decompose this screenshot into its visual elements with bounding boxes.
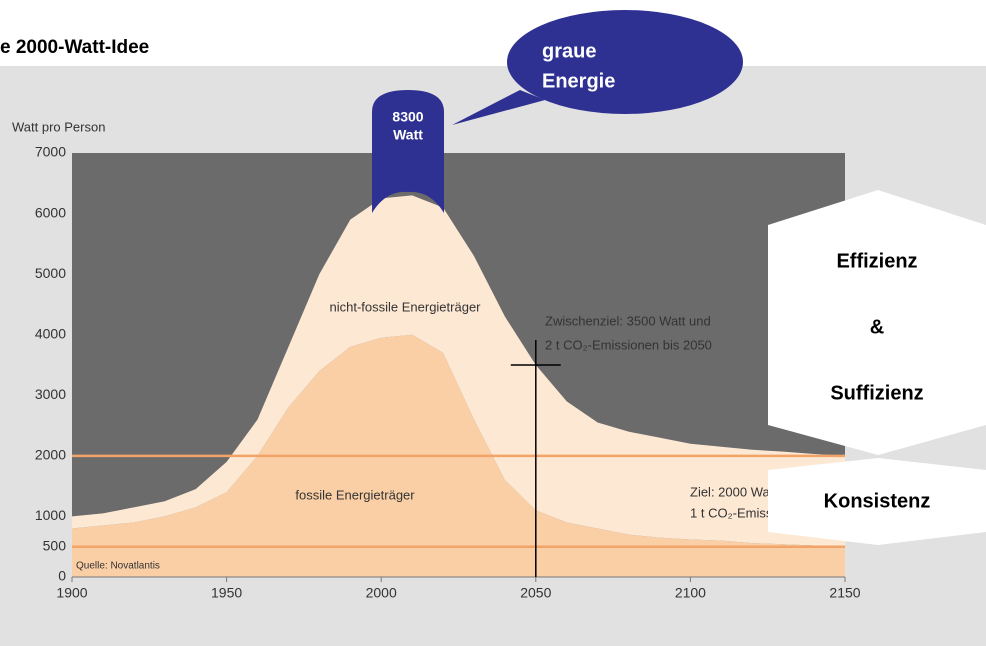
block-label: 8300 (392, 109, 423, 125)
y-tick-label: 1000 (35, 507, 66, 523)
bubble-label: graue (542, 40, 596, 62)
hexagon-label: & (870, 316, 884, 338)
hexagon-label: Effizienz (836, 250, 917, 272)
hexagon (768, 190, 986, 455)
bubble-label: Energie (542, 70, 615, 92)
chart-title: e 2000-Watt-Idee (0, 37, 149, 58)
hexagon-label: Konsistenz (824, 490, 931, 512)
x-tick-label: 2050 (520, 585, 551, 601)
series-label: nicht-fossile Energieträger (329, 299, 481, 314)
y-tick-label: 0 (58, 568, 66, 584)
y-tick-label: 6000 (35, 204, 66, 220)
y-tick-label: 2000 (35, 447, 66, 463)
x-tick-label: 1900 (56, 585, 87, 601)
annotation: 2 t CO₂-Emissionen bis 2050 (545, 337, 712, 352)
x-tick-label: 2100 (675, 585, 706, 601)
x-tick-label: 2150 (829, 585, 860, 601)
series-label: fossile Energieträger (295, 487, 415, 502)
y-tick-label: 500 (43, 537, 67, 553)
y-tick-label: 3000 (35, 386, 66, 402)
x-tick-label: 2000 (366, 585, 397, 601)
hexagon-label: Suffizienz (830, 382, 923, 404)
speech-tail (452, 90, 545, 125)
source: Quelle: Novatlantis (76, 561, 160, 572)
annotation: Zwischenziel: 3500 Watt und (545, 313, 711, 328)
y-tick-label: 5000 (35, 265, 66, 281)
y-tick-label: 7000 (35, 144, 66, 160)
area (72, 195, 845, 547)
grey-energy-block (372, 90, 444, 213)
y-axis-label: Watt pro Person (12, 119, 105, 134)
speech-bubble (507, 10, 743, 114)
hexagon (768, 458, 986, 545)
x-tick-label: 1950 (211, 585, 242, 601)
block-label: Watt (393, 127, 423, 143)
y-tick-label: 4000 (35, 325, 66, 341)
